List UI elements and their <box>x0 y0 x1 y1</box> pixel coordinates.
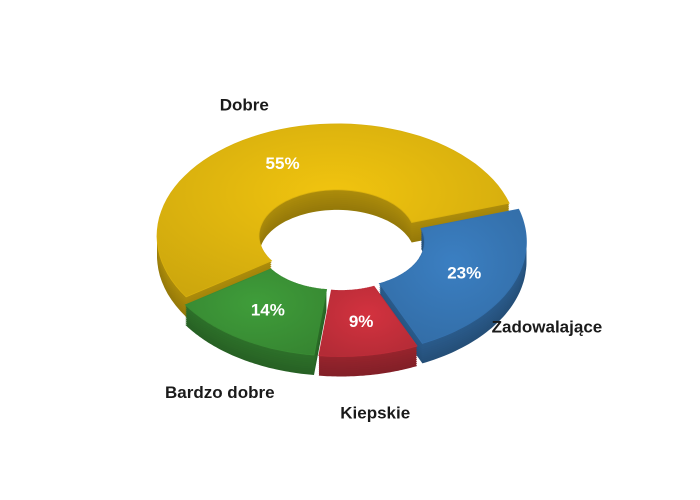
slice <box>318 285 418 357</box>
slice <box>184 268 328 356</box>
category-label: Dobre <box>220 95 269 114</box>
category-label: Zadowalające <box>492 318 603 337</box>
value-label: 9% <box>349 312 374 331</box>
slice <box>156 123 510 298</box>
value-label: 14% <box>251 300 285 319</box>
value-label: 23% <box>447 264 481 283</box>
category-label: Kiepskie <box>340 404 410 423</box>
value-label: 55% <box>266 154 300 173</box>
slice <box>378 208 527 344</box>
category-label: Bardzo dobre <box>165 383 275 402</box>
